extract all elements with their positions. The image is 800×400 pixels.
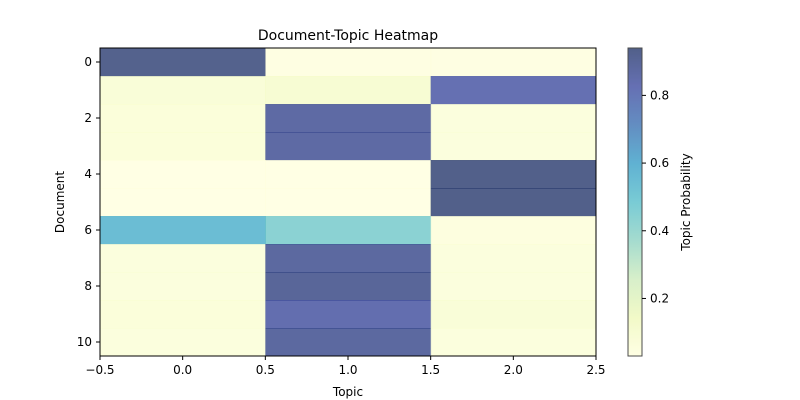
heatmap-cell <box>265 188 432 217</box>
heatmap-cell <box>100 132 266 161</box>
x-tick-label: 1.0 <box>338 363 357 377</box>
colorbar-ticks: 0.2 0.4 0.6 0.8 <box>642 88 669 305</box>
x-axis-ticks: −0.5 0.0 0.5 1.0 1.5 2.0 2.5 <box>85 356 606 377</box>
x-tick-label: 2.5 <box>586 363 605 377</box>
y-tick-label: 2 <box>84 111 92 125</box>
heatmap-cell <box>100 216 266 245</box>
heatmap-cell <box>430 132 597 161</box>
heatmap-cell <box>430 244 597 273</box>
heatmap-cell <box>100 328 266 357</box>
heatmap-cell <box>265 132 432 161</box>
heatmap-cell <box>430 76 597 105</box>
heatmap-cell <box>100 300 266 329</box>
colorbar <box>627 47 643 357</box>
heatmap-cell <box>430 300 597 329</box>
x-axis-label: Topic <box>332 385 363 399</box>
x-tick-label: 2.0 <box>504 363 523 377</box>
heatmap-cell <box>430 48 597 77</box>
colorbar-tick-label: 0.8 <box>650 88 669 102</box>
heatmap-cell <box>430 216 597 245</box>
heatmap-cell <box>100 104 266 133</box>
heatmap-cell <box>430 160 597 189</box>
x-tick-label: 1.5 <box>421 363 440 377</box>
heatmap-cell <box>100 160 266 189</box>
heatmap-cell <box>100 76 266 105</box>
x-tick-label: 0.0 <box>173 363 192 377</box>
heatmap-cell <box>100 272 266 301</box>
y-axis-ticks: 0 2 4 6 8 10 <box>77 55 100 349</box>
heatmap-cell <box>265 272 432 301</box>
colorbar-label: Topic Probability <box>679 153 693 251</box>
heatmap-cell <box>100 188 266 217</box>
heatmap-cell <box>265 160 432 189</box>
x-tick-label: 0.5 <box>256 363 275 377</box>
heatmap-cell <box>265 104 432 133</box>
colorbar-tick-label: 0.6 <box>650 156 669 170</box>
x-tick-label: −0.5 <box>85 363 114 377</box>
y-tick-label: 6 <box>84 223 92 237</box>
heatmap-cell <box>265 216 432 245</box>
heatmap-cell <box>265 300 432 329</box>
heatmap-cell <box>265 48 432 77</box>
y-tick-label: 8 <box>84 279 92 293</box>
y-axis-label: Document <box>53 171 67 233</box>
heatmap-cell <box>265 328 432 357</box>
y-tick-label: 0 <box>84 55 92 69</box>
y-tick-label: 4 <box>84 167 92 181</box>
heatmap-cell <box>265 76 432 105</box>
heatmap-cell <box>100 48 266 77</box>
heatmap-cell <box>265 244 432 273</box>
y-tick-label: 10 <box>77 335 92 349</box>
heatmap-cell <box>430 328 597 357</box>
colorbar-tick-label: 0.2 <box>650 291 669 305</box>
heatmap-cell <box>430 104 597 133</box>
heatmap-cell <box>430 188 597 217</box>
heatmap-cell <box>430 272 597 301</box>
heatmap-cell <box>100 244 266 273</box>
heatmap-cells <box>100 48 597 357</box>
chart-title: Document-Topic Heatmap <box>258 28 438 44</box>
colorbar-tick-label: 0.4 <box>650 224 669 238</box>
